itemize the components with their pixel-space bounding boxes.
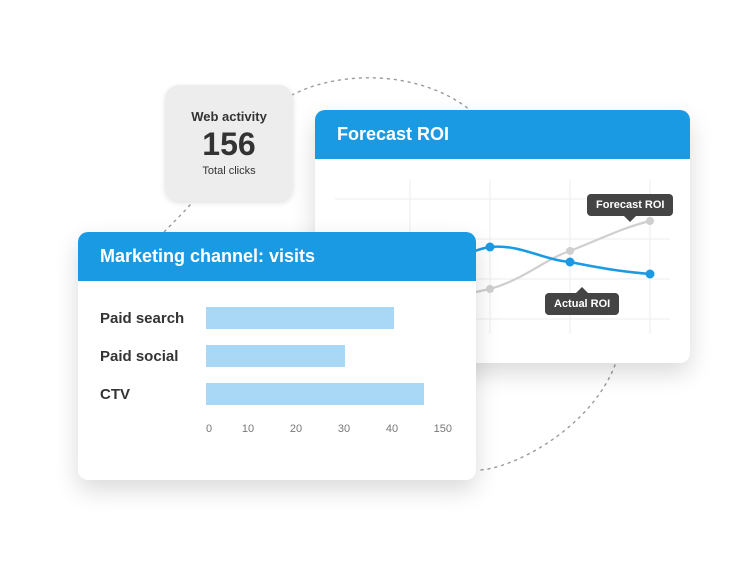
marketing-x-axis: 0 10 20 30 40 150 [206,423,454,435]
axis-tick: 150 [416,423,452,435]
axis-tick: 30 [320,423,368,435]
marketing-title: Marketing channel: visits [78,232,476,281]
forecast-tooltip-actual: Actual ROI [545,293,619,315]
axis-tick: 10 [224,423,272,435]
web-activity-value: 156 [202,126,255,163]
marketing-row: CTV [100,375,454,413]
marketing-bar [206,383,424,405]
web-activity-card: Web activity 156 Total clicks [165,85,293,201]
marketing-row-label: Paid search [100,310,206,327]
marketing-row: Paid search [100,299,454,337]
forecast-title: Forecast ROI [315,110,690,159]
marketing-row-label: Paid social [100,348,206,365]
marketing-bar [206,307,394,329]
axis-tick: 0 [206,423,224,435]
web-activity-title: Web activity [191,109,267,124]
marketing-chart: Paid search Paid social CTV 0 10 [78,281,476,477]
axis-tick: 40 [368,423,416,435]
marketing-row: Paid social [100,337,454,375]
marketing-panel: Marketing channel: visits Paid search Pa… [78,232,476,480]
forecast-tooltip-forecast: Forecast ROI [587,194,673,216]
web-activity-subtitle: Total clicks [202,165,255,177]
axis-tick: 20 [272,423,320,435]
marketing-row-label: CTV [100,386,206,403]
marketing-bar [206,345,345,367]
